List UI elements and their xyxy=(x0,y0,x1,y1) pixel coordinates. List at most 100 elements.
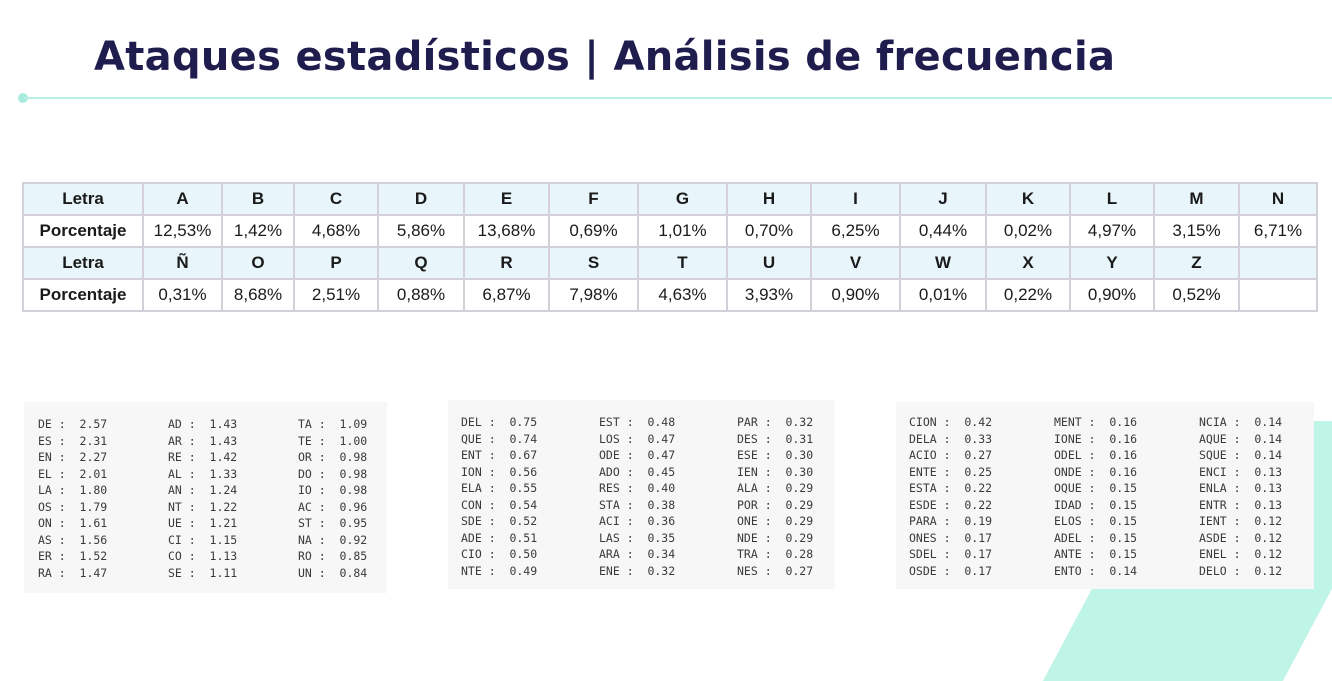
percent-cell: 6,25% xyxy=(810,214,901,248)
ngram-entry: ARA : 0.34 xyxy=(599,547,676,561)
ngram-entry: ENE : 0.32 xyxy=(599,563,676,578)
ngram-entry: ASDE : 0.12 xyxy=(1199,530,1283,545)
percent-cell: 12,53% xyxy=(142,214,223,248)
letter-row-2: Letra Ñ O P Q R S T U V W X Y Z xyxy=(22,246,1318,280)
ngram-entry: AC : 0.96 xyxy=(298,499,368,514)
ngram-entry: ESTA : 0.22 xyxy=(909,481,993,495)
percent-cell: 1,42% xyxy=(221,214,295,248)
letter-cell: Q xyxy=(377,246,465,280)
ngram-entry: ER : 1.52 xyxy=(38,549,108,563)
panel-column: CION : 0.42 DELA : 0.33 ACIO : 0.27 ENTE… xyxy=(909,414,992,579)
ngram-entry: ACI : 0.36 xyxy=(599,514,676,528)
letter-cell: P xyxy=(293,246,379,280)
letter-cell: O xyxy=(221,246,295,280)
panel-column: AD : 1.43 AR : 1.43 RE : 1.42 AL : 1.33 … xyxy=(168,416,237,581)
ngram-entry: NTE : 0.49 xyxy=(461,563,538,578)
ngram-entry: NT : 1.22 xyxy=(168,499,238,514)
percent-cell: 7,98% xyxy=(548,278,639,312)
ngram-entry: ODEL : 0.16 xyxy=(1054,448,1138,462)
ngram-entry: UE : 1.21 xyxy=(168,516,238,530)
letter-cell: M xyxy=(1153,182,1240,216)
panel-column: DEL : 0.75 QUE : 0.74 ENT : 0.67 ION : 0… xyxy=(461,414,537,579)
percent-row-1: Porcentaje 12,53% 1,42% 4,68% 5,86% 13,6… xyxy=(22,214,1318,248)
ngram-entry: RA : 1.47 xyxy=(38,565,108,580)
letter-cell: N xyxy=(1238,182,1318,216)
percent-cell: 0,22% xyxy=(985,278,1071,312)
percent-cell-empty xyxy=(1238,278,1318,312)
ngram-entry: DELO : 0.12 xyxy=(1199,563,1283,578)
ngram-entry: POR : 0.29 xyxy=(737,497,814,512)
percent-cell: 1,01% xyxy=(637,214,728,248)
ngram-entry: PAR : 0.32 xyxy=(737,415,814,429)
ngram-entry: ION : 0.56 xyxy=(461,464,538,479)
percent-cell: 0,01% xyxy=(899,278,987,312)
ngram-entry: ON : 1.61 xyxy=(38,516,108,530)
row-label-percent: Porcentaje xyxy=(22,278,144,312)
ngram-entry: MENT : 0.16 xyxy=(1054,415,1138,429)
percent-cell: 4,97% xyxy=(1069,214,1155,248)
ngram-entry: DEL : 0.75 xyxy=(461,415,538,429)
ngram-entry: EST : 0.48 xyxy=(599,415,676,429)
letter-cell: D xyxy=(377,182,465,216)
percent-cell: 6,71% xyxy=(1238,214,1318,248)
letter-frequency-table: Letra A B C D E F G H I J K L M N Porcen… xyxy=(22,182,1318,312)
ngram-entry: CION : 0.42 xyxy=(909,415,993,429)
ngram-entry: ONES : 0.17 xyxy=(909,530,993,545)
percent-cell: 6,87% xyxy=(463,278,550,312)
letter-cell: J xyxy=(899,182,987,216)
ngram-entry: TRA : 0.28 xyxy=(737,547,814,561)
letter-cell: U xyxy=(726,246,812,280)
letter-cell-empty xyxy=(1238,246,1318,280)
panel-column: PAR : 0.32 DES : 0.31 ESE : 0.30 IEN : 0… xyxy=(737,414,813,579)
letter-cell: R xyxy=(463,246,550,280)
ngram-entry: IO : 0.98 xyxy=(298,483,368,497)
ngram-entry: ODE : 0.47 xyxy=(599,448,676,462)
ngram-entry: IDAD : 0.15 xyxy=(1054,497,1138,512)
ngram-entry: DE : 2.57 xyxy=(38,417,108,431)
letter-row-1: Letra A B C D E F G H I J K L M N xyxy=(22,182,1318,216)
letter-cell: G xyxy=(637,182,728,216)
ngram-entry: ELA : 0.55 xyxy=(461,481,538,495)
ngram-entry: ST : 0.95 xyxy=(298,516,368,530)
ngram-entry: IENT : 0.12 xyxy=(1199,514,1283,528)
ngram-entry: STA : 0.38 xyxy=(599,497,676,512)
ngram-entry: CIO : 0.50 xyxy=(461,547,538,561)
ngram-entry: ACIO : 0.27 xyxy=(909,448,993,462)
ngram-entry: AR : 1.43 xyxy=(168,433,238,448)
ngram-entry: ANTE : 0.15 xyxy=(1054,547,1138,561)
letter-cell: E xyxy=(463,182,550,216)
percent-cell: 0,90% xyxy=(810,278,901,312)
ngram-entry: LAS : 0.35 xyxy=(599,530,676,545)
ngram-entry: ADEL : 0.15 xyxy=(1054,530,1138,545)
ngram-entry: QUE : 0.74 xyxy=(461,431,538,446)
ngram-entry: NCIA : 0.14 xyxy=(1199,415,1283,429)
percent-cell: 13,68% xyxy=(463,214,550,248)
ngram-entry: EN : 2.27 xyxy=(38,450,108,464)
percent-cell: 0,31% xyxy=(142,278,223,312)
percent-cell: 3,15% xyxy=(1153,214,1240,248)
ngram-entry: DES : 0.31 xyxy=(737,431,814,446)
ngram-entry: OSDE : 0.17 xyxy=(909,563,993,578)
ngram-entry: ENTR : 0.13 xyxy=(1199,497,1283,512)
percent-cell: 2,51% xyxy=(293,278,379,312)
ngram-entry: AN : 1.24 xyxy=(168,483,238,497)
ngram-entry: ENLA : 0.13 xyxy=(1199,481,1283,495)
ngram-entry: UN : 0.84 xyxy=(298,565,368,580)
ngram-entry: ENCI : 0.13 xyxy=(1199,464,1283,479)
percent-cell: 3,93% xyxy=(726,278,812,312)
letter-cell: X xyxy=(985,246,1071,280)
letter-cell: Ñ xyxy=(142,246,223,280)
ngram-entry: ESDE : 0.22 xyxy=(909,497,993,512)
ngram-entry: IEN : 0.30 xyxy=(737,464,814,479)
letter-cell: B xyxy=(221,182,295,216)
bigram-frequency-panel: DE : 2.57 ES : 2.31 EN : 2.27 EL : 2.01 … xyxy=(24,402,387,593)
ngram-entry: CO : 1.13 xyxy=(168,549,238,563)
percent-cell: 0,02% xyxy=(985,214,1071,248)
ngram-entry: EL : 2.01 xyxy=(38,466,108,481)
letter-cell: A xyxy=(142,182,223,216)
ngram-entry: ENT : 0.67 xyxy=(461,448,538,462)
letter-cell: Z xyxy=(1153,246,1240,280)
ngram-entry: NES : 0.27 xyxy=(737,563,814,578)
ngram-entry: IONE : 0.16 xyxy=(1054,431,1138,446)
panel-column: TA : 1.09 TE : 1.00 OR : 0.98 DO : 0.98 … xyxy=(298,416,367,581)
